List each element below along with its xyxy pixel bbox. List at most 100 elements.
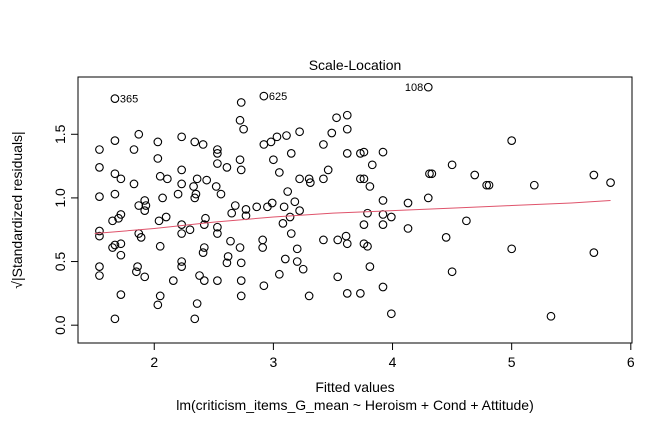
y-axis-label: √|Standardized residuals|	[9, 131, 25, 288]
data-point	[161, 212, 171, 222]
data-point	[342, 110, 352, 120]
data-point	[198, 140, 208, 149]
data-point	[342, 149, 352, 158]
data-point	[136, 233, 146, 242]
data-point	[266, 137, 276, 147]
data-point	[185, 225, 195, 235]
y-tick-label: 0.5	[52, 252, 68, 272]
data-point	[177, 165, 187, 175]
data-point	[168, 276, 178, 285]
data-point	[134, 129, 144, 139]
data-point	[403, 224, 413, 233]
data-point	[327, 128, 337, 138]
data-point	[95, 271, 104, 280]
data-point	[447, 160, 457, 170]
data-point	[190, 193, 200, 203]
data-point	[359, 220, 369, 229]
data-point	[195, 271, 204, 280]
data-point	[484, 180, 494, 190]
data-point	[95, 145, 104, 154]
data-point	[222, 258, 232, 268]
data-point	[403, 198, 413, 208]
data-point	[365, 262, 375, 271]
data-point	[341, 231, 351, 241]
data-point	[286, 149, 296, 158]
data-point	[258, 243, 268, 252]
data-point	[236, 291, 246, 301]
data-point	[213, 149, 222, 158]
data-point	[286, 229, 296, 238]
data-point	[529, 180, 539, 190]
data-point	[213, 159, 222, 168]
data-point	[378, 196, 388, 205]
data-point	[192, 299, 202, 308]
data-point	[173, 189, 183, 199]
data-point	[226, 236, 235, 246]
data-point	[95, 226, 104, 236]
data-point	[155, 171, 165, 181]
data-point	[259, 140, 269, 149]
data-point	[132, 267, 141, 277]
data-point	[110, 169, 120, 179]
data-point	[507, 136, 517, 145]
data-point	[213, 276, 222, 285]
data-point	[252, 202, 262, 212]
x-axis-label: Fitted values	[315, 379, 394, 395]
data-point	[363, 208, 372, 218]
data-point	[141, 201, 151, 210]
data-point	[280, 254, 290, 264]
data-point	[236, 98, 246, 107]
data-point	[163, 174, 172, 184]
data-point	[356, 174, 365, 184]
data-point	[386, 212, 396, 222]
y-axis: 0.0 0.5 1.0 1.5	[52, 124, 79, 335]
data-point	[378, 282, 388, 292]
data-point	[269, 155, 278, 165]
data-point	[365, 182, 375, 191]
data-point	[230, 201, 240, 210]
data-point	[189, 182, 198, 191]
data-point	[470, 170, 480, 180]
data-point	[279, 202, 289, 212]
data-point	[110, 136, 120, 145]
data-point	[133, 262, 142, 271]
data-point	[283, 187, 293, 196]
data-point	[223, 252, 233, 261]
data-point	[295, 127, 304, 137]
data-point	[213, 229, 222, 238]
data-point	[292, 257, 302, 266]
data-point	[259, 91, 269, 101]
data-point	[304, 174, 314, 184]
data-points	[95, 82, 615, 324]
data-point	[342, 124, 352, 134]
data-point	[129, 145, 139, 154]
data-point	[304, 291, 314, 301]
y-tick-label: 0.0	[52, 315, 68, 335]
data-point	[155, 241, 165, 251]
data-point	[319, 140, 328, 149]
data-point	[356, 289, 365, 298]
data-point	[116, 210, 126, 219]
x-tick-label: 5	[508, 354, 516, 370]
data-point	[213, 145, 222, 154]
data-point	[227, 208, 237, 218]
data-point	[236, 276, 246, 285]
point-label: 625	[269, 91, 287, 103]
data-point	[290, 197, 300, 207]
data-point	[199, 220, 209, 229]
data-point	[236, 165, 246, 175]
data-point	[153, 137, 163, 147]
data-point	[359, 147, 369, 157]
data-point	[235, 155, 245, 165]
data-point	[589, 170, 599, 180]
data-point	[425, 169, 434, 179]
data-point	[177, 132, 187, 142]
data-point	[356, 149, 365, 158]
data-point	[323, 165, 333, 175]
data-point	[241, 205, 251, 214]
data-point	[95, 231, 104, 241]
data-point	[235, 243, 245, 252]
data-point	[95, 163, 104, 172]
data-point	[546, 311, 556, 321]
data-point	[177, 179, 187, 189]
